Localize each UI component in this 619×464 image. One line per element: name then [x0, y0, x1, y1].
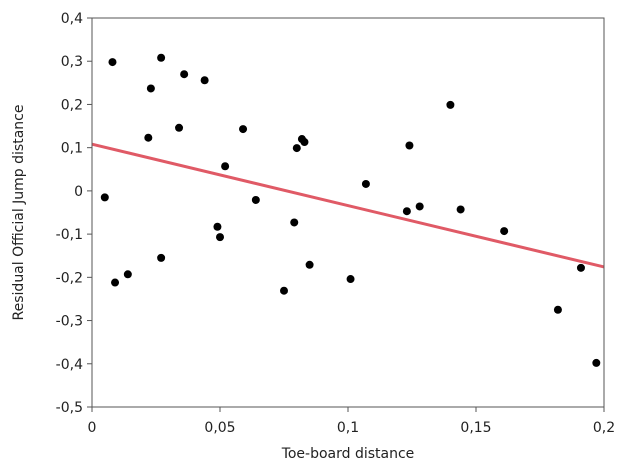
data-point [446, 100, 455, 109]
data-point [175, 123, 184, 132]
x-tick-label: 0,05 [204, 420, 235, 436]
x-axis-label: Toe-board distance [281, 446, 415, 462]
data-point [280, 286, 288, 295]
data-point [553, 305, 562, 314]
data-point [200, 76, 209, 85]
y-tick-label: -0,1 [56, 227, 83, 243]
x-tick-label: 0,2 [593, 420, 615, 436]
data-point [576, 263, 585, 272]
y-tick-label: 0 [74, 184, 83, 200]
data-point [123, 270, 132, 279]
data-point [592, 358, 601, 367]
y-tick-label: -0,2 [56, 270, 83, 286]
data-point [144, 133, 153, 142]
data-point [305, 260, 314, 269]
fit-line-group [91, 142, 605, 269]
data-point [361, 179, 370, 188]
data-point [415, 202, 424, 211]
y-tick-label: -0,5 [56, 400, 83, 416]
data-point [290, 218, 299, 227]
data-point [405, 141, 414, 150]
data-point [239, 125, 248, 134]
data-point [180, 70, 189, 79]
y-tick-label: 0,4 [61, 11, 83, 27]
data-point [402, 207, 411, 216]
data-point [100, 193, 109, 202]
x-axis-ticks: 0 0,05 0,1 0,15 0,2 [88, 407, 615, 436]
x-tick-label: 0 [88, 420, 97, 436]
y-tick-label: -0,3 [56, 314, 83, 330]
data-point [157, 53, 166, 62]
data-point [111, 278, 120, 287]
data-point [216, 233, 224, 242]
y-tick-label: -0,4 [56, 357, 83, 373]
data-point [221, 162, 230, 171]
x-tick-label: 0,1 [337, 420, 359, 436]
data-point [300, 138, 309, 147]
data-point [108, 58, 117, 67]
data-point [146, 84, 155, 93]
data-point [346, 275, 355, 284]
data-points [100, 53, 601, 367]
data-point [456, 205, 465, 214]
data-point [213, 222, 222, 231]
data-point [157, 253, 166, 262]
y-axis-ticks: 0,4 0,3 0,2 0,1 0 -0,1 -0,2 -0,3 -0,4 -0,5 [56, 11, 92, 416]
y-tick-label: 0,2 [61, 97, 83, 113]
plot-frame [91, 17, 605, 408]
y-axis-label: Residual Official Jump distance [11, 105, 27, 321]
y-tick-label: 0,1 [61, 141, 83, 157]
x-tick-label: 0,15 [460, 420, 491, 436]
data-point [500, 227, 509, 236]
data-point [292, 144, 301, 153]
y-tick-label: 0,3 [61, 54, 83, 70]
data-point [251, 195, 260, 204]
fit-line [91, 142, 605, 269]
